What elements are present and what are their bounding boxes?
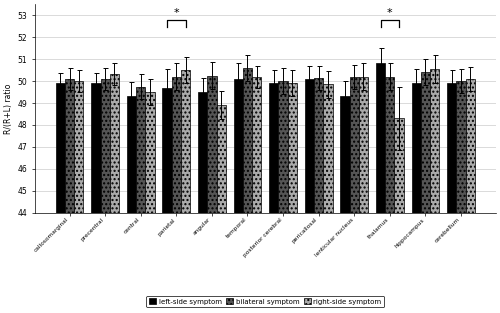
Bar [181,70,190,213]
Bar [56,83,65,213]
Bar [146,92,154,213]
Bar [305,79,314,213]
Bar [92,83,100,213]
Bar [430,69,440,213]
Bar [385,77,394,213]
Bar [314,78,324,213]
Bar [466,79,475,213]
Bar [350,77,359,213]
Bar [100,79,110,213]
Legend: left-side symptom, bilateral symptom, right-side symptom: left-side symptom, bilateral symptom, ri… [146,295,384,307]
Bar [394,118,404,213]
Text: *: * [387,8,392,18]
Bar [162,88,172,213]
Bar [421,72,430,213]
Bar [340,96,349,213]
Bar [198,92,207,213]
Bar [359,77,368,213]
Bar [136,86,145,213]
Bar [447,83,456,213]
Bar [234,79,243,213]
Bar [216,105,226,213]
Text: *: * [174,8,179,18]
Bar [243,68,252,213]
Bar [269,83,278,213]
Bar [456,81,466,213]
Bar [208,75,216,213]
Y-axis label: R/(R+L) ratio: R/(R+L) ratio [4,83,13,134]
Bar [252,77,262,213]
Bar [110,74,119,213]
Bar [172,77,181,213]
Bar [278,81,287,213]
Bar [376,64,385,213]
Bar [74,81,84,213]
Bar [324,84,332,213]
Bar [65,79,74,213]
Bar [127,96,136,213]
Bar [288,83,297,213]
Bar [412,83,421,213]
